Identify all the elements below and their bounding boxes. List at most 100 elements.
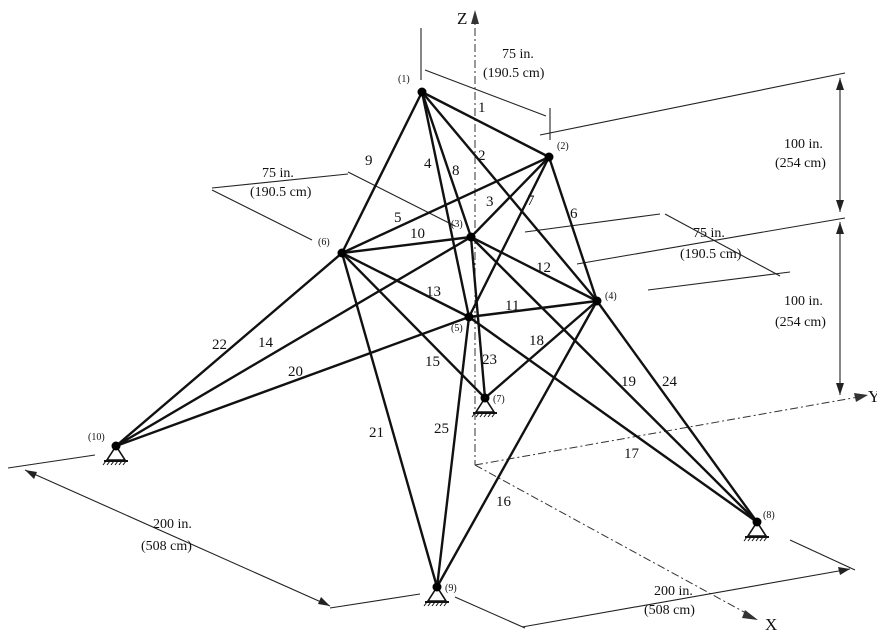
member-label-22: 22 (212, 337, 227, 353)
joints (111, 87, 762, 592)
member-13 (340, 251, 471, 319)
member-25 (435, 315, 471, 589)
supports (102, 396, 769, 607)
member-24 (595, 299, 759, 524)
node-labels: (1) (2) (3) (4) (5) (6) (7) (8) (9) (10) (88, 74, 775, 594)
member-6 (547, 155, 599, 303)
joint-9 (432, 582, 442, 592)
joint-3 (466, 232, 476, 242)
y-axis (474, 395, 865, 466)
dim-lower-height-imperial: 100 in. (784, 294, 823, 309)
dim-extension (524, 213, 661, 233)
dim-extension (647, 271, 791, 291)
node-label-9: (9) (445, 583, 457, 594)
pin-support-9 (423, 585, 449, 607)
dim-arrow (25, 470, 37, 479)
member-1 (420, 90, 551, 159)
x-axis (474, 464, 756, 619)
member-3 (469, 155, 551, 239)
member-9 (340, 90, 424, 255)
dim-line-mid-left (211, 189, 313, 241)
node-label-3: (3) (451, 219, 463, 230)
member-7 (467, 155, 551, 319)
dim-upper-height-imperial: 100 in. (784, 137, 823, 152)
member-label-4: 4 (424, 156, 432, 172)
member-label-23: 23 (482, 352, 497, 368)
x-axis-label: X (765, 615, 777, 631)
joint-5 (464, 312, 474, 322)
dim-arrow (836, 78, 844, 90)
member-label-9: 9 (365, 153, 373, 169)
dim-extension (347, 171, 456, 227)
z-axis-arrow (471, 10, 479, 24)
member-label-1: 1 (478, 100, 486, 116)
dim-base-right-imperial: 200 in. (654, 584, 693, 599)
dim-extension (789, 539, 856, 571)
joint-8 (752, 517, 762, 527)
dim-extension (329, 593, 421, 609)
member-8 (420, 90, 473, 239)
joint-2 (544, 152, 554, 162)
member-label-2: 2 (478, 148, 486, 164)
member-label-24: 24 (662, 374, 678, 390)
dimension-labels: 75 in. (190.5 cm) 75 in. (190.5 cm) 75 i… (141, 47, 826, 618)
member-17 (467, 315, 759, 524)
node-label-1: (1) (398, 74, 410, 85)
z-axis-label: Z (457, 9, 467, 28)
dim-upper-height-metric: (254 cm) (775, 156, 826, 171)
truss-members (114, 90, 759, 589)
member-label-10: 10 (410, 226, 425, 242)
node-label-5: (5) (451, 323, 463, 334)
node-label-10: (10) (88, 432, 105, 443)
member-label-15: 15 (425, 354, 440, 370)
dim-extension (211, 173, 349, 189)
member-16 (435, 299, 599, 589)
member-5 (340, 155, 551, 255)
member-label-11: 11 (505, 298, 519, 314)
dim-line-base-left (24, 469, 331, 607)
dim-top-metric: (190.5 cm) (483, 66, 545, 81)
dim-arrow (836, 200, 844, 212)
dim-line-top (424, 69, 547, 117)
dim-mid-left-metric: (190.5 cm) (250, 185, 312, 200)
dim-line-mid-right (664, 213, 781, 277)
pin-support-10 (102, 444, 128, 466)
dim-mid-right-imperial: 75 in. (693, 226, 725, 241)
dim-mid-left-imperial: 75 in. (262, 166, 294, 181)
dim-arrow (318, 597, 330, 606)
dim-arrow (838, 567, 850, 575)
member-label-3: 3 (486, 194, 494, 210)
member-label-8: 8 (452, 163, 460, 179)
dim-base-left-imperial: 200 in. (153, 517, 192, 532)
node-label-2: (2) (557, 141, 569, 152)
joint-4 (592, 296, 602, 306)
member-label-7: 7 (527, 193, 535, 209)
member-label-25: 25 (434, 421, 449, 437)
member-label-5: 5 (394, 210, 402, 226)
y-axis-label: Y (868, 387, 877, 406)
dim-mid-right-metric: (190.5 cm) (680, 247, 742, 262)
y-axis-arrow (854, 393, 868, 402)
pin-support-8 (743, 520, 769, 542)
dim-base-left-metric: (508 cm) (141, 539, 192, 554)
member-label-16: 16 (496, 494, 512, 510)
member-label-6: 6 (570, 206, 578, 222)
member-label-18: 18 (529, 333, 544, 349)
member-20 (114, 315, 471, 448)
member-label-13: 13 (426, 284, 441, 300)
member-14 (114, 235, 473, 448)
member-10 (340, 235, 473, 255)
member-label-14: 14 (258, 335, 274, 351)
node-label-8: (8) (763, 510, 775, 521)
dim-line-base-right (521, 568, 851, 628)
dim-extension (539, 72, 846, 136)
member-label-21: 21 (369, 425, 384, 441)
dim-base-right-metric: (508 cm) (644, 603, 695, 618)
member-11 (467, 299, 599, 319)
dim-extension (454, 596, 526, 629)
member-label-20: 20 (288, 364, 303, 380)
x-axis-arrow (742, 610, 758, 620)
dim-extension (576, 217, 846, 265)
dim-arrow (836, 222, 844, 234)
